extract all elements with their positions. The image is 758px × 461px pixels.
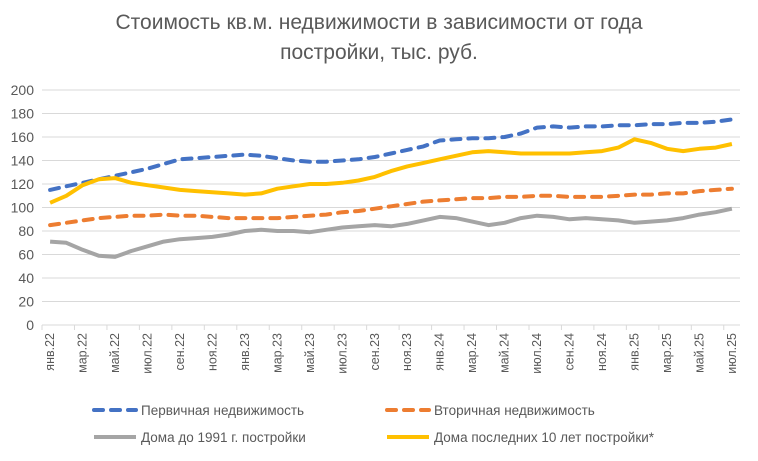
x-tick-label: мар.25: [660, 333, 674, 373]
y-tick-label: 180: [11, 106, 35, 122]
legend-label: Вторичная недвижимость: [434, 403, 595, 418]
y-tick-label: 140: [11, 153, 35, 169]
x-tick-label: июл.22: [141, 333, 155, 374]
x-tick-label: ноя.23: [400, 333, 414, 371]
y-tick-label: 100: [11, 200, 35, 216]
x-tick-label: июл.23: [335, 333, 349, 374]
x-tick-label: сен.23: [368, 333, 382, 371]
chart-title-line-1: Стоимость кв.м. недвижимости в зависимос…: [115, 11, 643, 34]
x-tick-label: сен.24: [563, 333, 577, 371]
legend-label: Первичная недвижимость: [141, 403, 304, 418]
x-tick-label: мар.24: [465, 333, 479, 373]
y-tick-label: 80: [18, 223, 34, 239]
legend-label: Дома до 1991 г. постройки: [141, 430, 306, 445]
x-tick-label: янв.25: [627, 333, 641, 371]
y-tick-label: 160: [11, 129, 35, 145]
x-tick-label: сен.22: [173, 333, 187, 371]
y-tick-label: 120: [11, 176, 35, 192]
x-tick-label: мар.22: [76, 333, 90, 373]
y-tick-label: 200: [11, 82, 35, 98]
y-tick-label: 0: [26, 317, 34, 333]
x-tick-label: мар.23: [270, 333, 284, 373]
series-line-1: [48, 117, 734, 192]
chart-title-line-2: постройки, тыс. руб.: [280, 41, 478, 64]
series-line-2: [48, 186, 734, 228]
x-tick-label: май.24: [498, 333, 512, 373]
x-tick-label: янв.24: [433, 333, 447, 371]
x-tick-label: май.25: [692, 333, 706, 373]
x-tick-label: ноя.24: [595, 333, 609, 371]
x-tick-label: янв.23: [238, 333, 252, 371]
x-tick-label: ноя.22: [205, 333, 219, 371]
series-line-4: [49, 137, 733, 205]
y-tick-label: 20: [18, 294, 34, 310]
x-tick-label: июл.24: [530, 333, 544, 374]
series-line-3: [49, 206, 733, 259]
legend-label: Дома последних 10 лет постройки*: [434, 430, 655, 445]
x-tick-label: май.22: [108, 333, 122, 373]
x-tick-label: июл.25: [725, 333, 739, 374]
chart-title: Стоимость кв.м. недвижимости в зависимос…: [0, 8, 758, 68]
y-tick-label: 40: [18, 270, 34, 286]
y-tick-label: 60: [18, 247, 34, 263]
x-tick-label: янв.22: [43, 333, 57, 371]
x-tick-label: май.23: [303, 333, 317, 373]
